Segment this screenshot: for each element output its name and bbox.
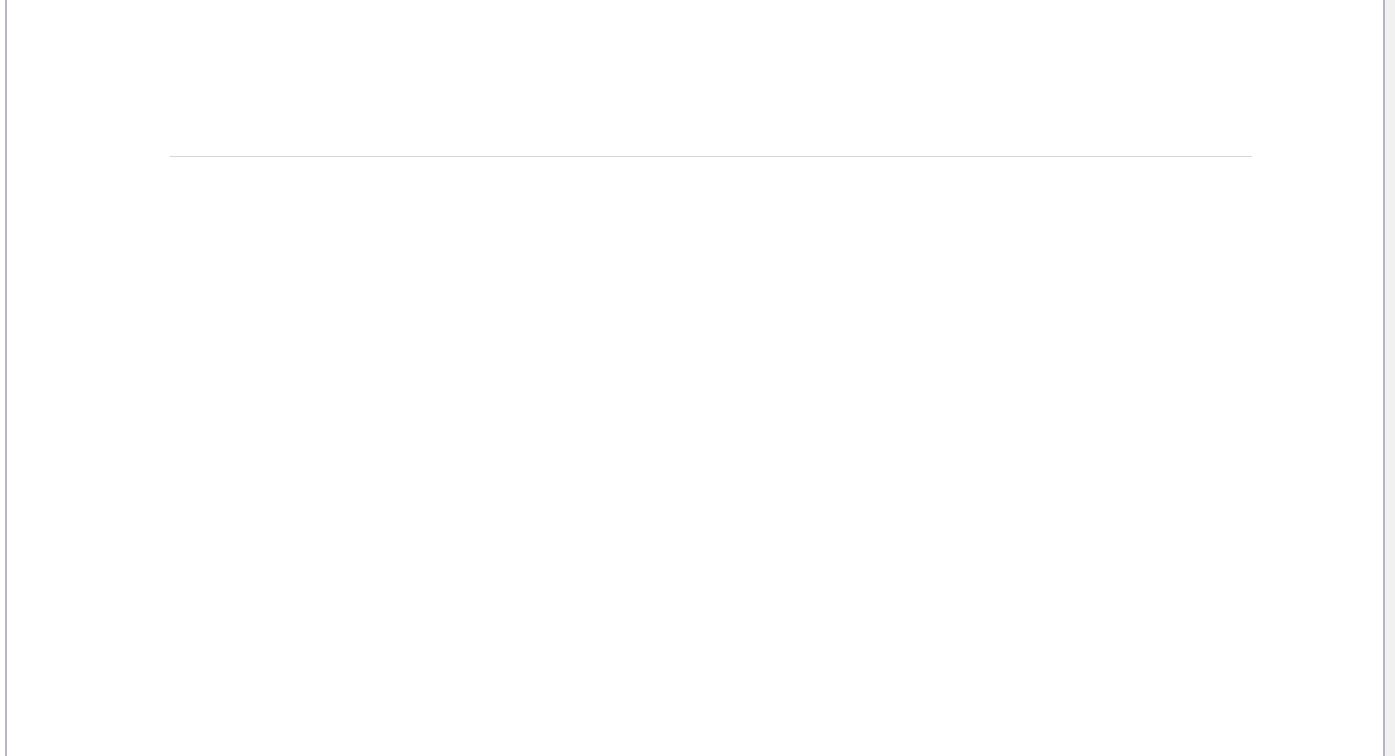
page-left-border (5, 0, 7, 756)
outside-page-band (1385, 0, 1395, 756)
page-right-border (1383, 0, 1385, 756)
data-table (170, 156, 1252, 157)
page-number (1203, 739, 1233, 756)
